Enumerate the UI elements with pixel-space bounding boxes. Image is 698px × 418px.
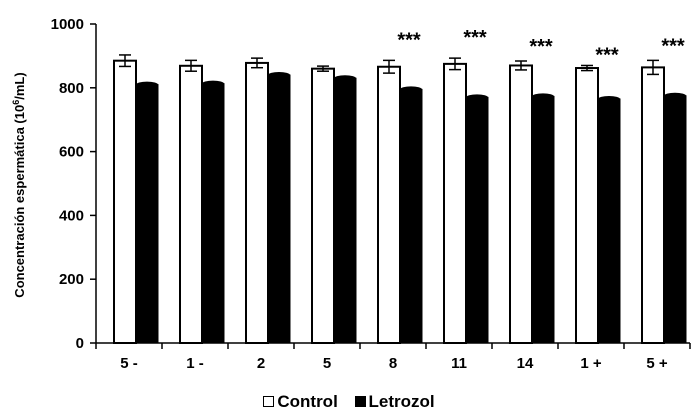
x-tick-label: 2 <box>257 355 265 372</box>
significance-label: *** <box>595 44 619 66</box>
bar-letrozol <box>597 98 621 344</box>
bar-letrozol-cap <box>136 81 158 88</box>
x-tick-label: 11 <box>451 355 467 372</box>
legend-swatch-letrozol <box>354 396 366 407</box>
significance-label: *** <box>661 35 685 57</box>
legend-swatch-control <box>263 396 275 407</box>
y-tick-label: 800 <box>59 80 84 97</box>
y-tick-label: 200 <box>59 271 84 288</box>
bar-letrozol-cap <box>532 93 554 100</box>
bar-control <box>443 62 467 344</box>
bar-letrozol <box>531 95 555 344</box>
bar-control <box>575 67 599 344</box>
bar-letrozol <box>399 88 423 344</box>
bar-letrozol-cap <box>334 75 356 82</box>
x-tick-label: 5 <box>323 355 331 372</box>
bar-letrozol-cap <box>400 86 422 93</box>
bar-control <box>377 65 401 344</box>
bar-control <box>113 59 137 345</box>
bar-letrozol-cap <box>664 92 686 99</box>
y-tick-label: 600 <box>59 144 84 161</box>
bar-letrozol-cap <box>598 95 620 102</box>
legend-item-control: Control <box>263 392 338 412</box>
x-tick-label: 14 <box>517 355 534 372</box>
legend: Control Letrozol <box>0 392 698 412</box>
significance-label: *** <box>397 29 421 51</box>
y-axis-title: Concentración espermática (106/mL) <box>11 72 27 297</box>
bar-control <box>311 67 335 344</box>
y-tick-label: 400 <box>59 207 84 224</box>
x-tick-label: 5 - <box>120 355 138 372</box>
x-tick-label: 1 + <box>580 355 602 372</box>
bar-letrozol <box>201 83 225 344</box>
x-tick-label: 8 <box>389 355 397 372</box>
bar-letrozol <box>663 95 687 344</box>
legend-label-control: Control <box>277 392 338 411</box>
legend-label-letrozol: Letrozol <box>368 392 435 411</box>
bar-letrozol <box>333 77 357 344</box>
bar-letrozol <box>267 74 291 344</box>
y-tick-label: 1000 <box>51 16 84 33</box>
bar-letrozol <box>465 96 489 344</box>
bar-control <box>245 61 269 344</box>
plot-area: 0 200 400 600 800 1000 5 - 1 - 2 5 8 *** 11 *** 14 *** 1… <box>51 16 691 372</box>
legend-item-letrozol: Letrozol <box>354 392 435 412</box>
bar-letrozol-cap <box>268 72 290 79</box>
y-tick-label: 0 <box>76 335 84 352</box>
x-tick-label: 1 - <box>186 355 204 372</box>
significance-label: *** <box>529 36 553 58</box>
bar-letrozol-cap <box>466 94 488 101</box>
bar-control <box>179 64 203 344</box>
bar-control <box>641 66 665 344</box>
significance-label: *** <box>463 27 487 49</box>
bar-letrozol-cap <box>202 80 224 87</box>
bar-letrozol <box>135 84 159 344</box>
bar-control <box>509 64 533 344</box>
x-tick-label: 5 + <box>646 355 668 372</box>
